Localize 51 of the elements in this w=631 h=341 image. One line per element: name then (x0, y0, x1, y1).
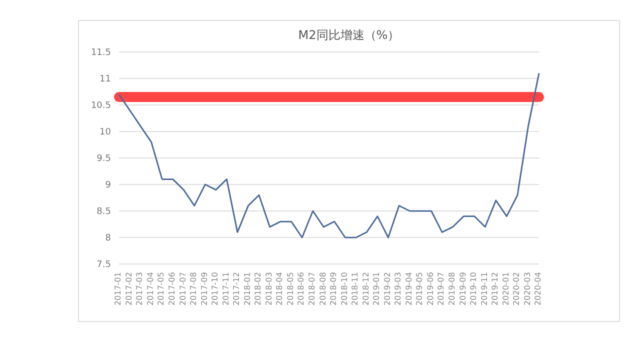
y-tick-label: 10 (100, 128, 112, 138)
x-tick-label: 2020-01 (501, 272, 510, 306)
x-tick-label: 2017-12 (232, 272, 242, 306)
x-tick-label: 2017-07 (178, 272, 188, 306)
chart-title: M2同比增速（%） (297, 27, 401, 44)
x-tick-label: 2019-07 (436, 272, 446, 306)
x-tick-label: 2017-09 (200, 272, 209, 306)
x-tick-label: 2020-04 (534, 272, 543, 306)
x-tick-label: 2020-03 (522, 272, 532, 306)
x-tick-label: 2019-01 (372, 272, 382, 306)
x-tick-label: 2018-06 (296, 272, 306, 306)
x-tick-label: 2019-02 (382, 272, 392, 306)
x-tick-label: 2017-04 (146, 272, 155, 306)
x-tick-label: 2019-05 (415, 272, 424, 306)
x-tick-label: 2019-08 (448, 272, 457, 306)
x-tick-label: 2019-04 (404, 272, 414, 306)
x-tick-label: 2019-06 (426, 272, 435, 306)
x-tick-label: 2018-11 (350, 272, 360, 306)
x-tick-label: 2018-08 (318, 272, 328, 306)
y-tick-label: 8 (105, 234, 112, 244)
x-tick-label: 2019-11 (480, 272, 489, 306)
x-tick-label: 2017-02 (124, 272, 134, 306)
x-tick-label: 2017-11 (221, 272, 230, 306)
x-tick-label: 2019-10 (469, 272, 478, 306)
x-tick-label: 2017-05 (156, 272, 166, 306)
x-tick-label: 2018-05 (286, 272, 295, 306)
x-tick-label: 2018-03 (264, 272, 274, 306)
line-series (118, 72, 540, 238)
y-tick-label: 11 (100, 74, 111, 85)
y-tick-label: 7.5 (96, 260, 111, 270)
x-tick-label: 2017-06 (168, 272, 177, 306)
x-tick-label: 2017-01 (114, 272, 123, 306)
x-tick-label: 2018-12 (361, 272, 370, 306)
y-tick-label: 9 (105, 180, 112, 191)
x-tick-label: 2018-10 (340, 272, 349, 306)
y-tick-label: 8.5 (96, 207, 111, 218)
x-tick-label: 2018-01 (242, 272, 252, 306)
x-tick-label: 2019-12 (490, 272, 500, 306)
y-tick-label: 9.5 (96, 154, 111, 164)
x-tick-label: 2018-04 (275, 272, 284, 306)
x-tick-label: 2019-09 (458, 272, 468, 306)
x-tick-label: 2018-09 (329, 272, 338, 306)
x-tick-label: 2019-03 (394, 272, 403, 306)
y-tick-label: 11.5 (90, 48, 111, 58)
x-tick-label: 2020-02 (512, 272, 522, 306)
x-tick-label: 2017-08 (189, 272, 198, 306)
x-tick-label: 2017-10 (210, 272, 220, 306)
x-tick-label: 2017-03 (135, 272, 144, 306)
y-tick-label: 10.5 (90, 101, 111, 112)
x-tick-label: 2018-07 (308, 272, 317, 306)
x-tick-label: 2018-02 (254, 272, 263, 306)
